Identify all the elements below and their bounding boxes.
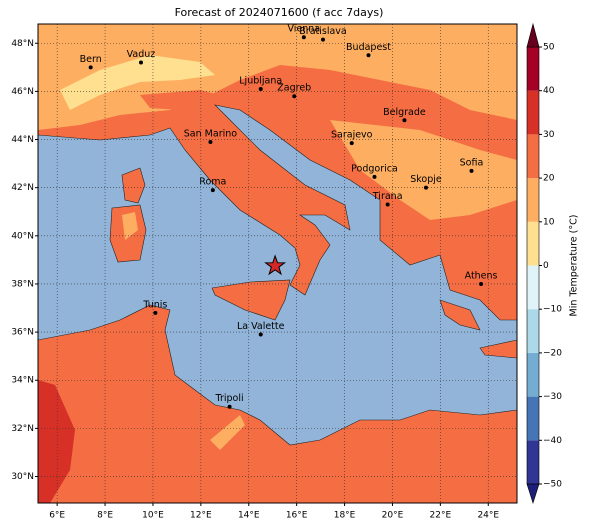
city-label: Vienna [288, 24, 321, 35]
colorbar-tick-label: −20 [543, 348, 562, 358]
colorbar-tick-label: 20 [543, 174, 555, 184]
x-tick-label: 16°E [286, 511, 308, 521]
city-label: Bern [80, 54, 102, 65]
colorbar-band [527, 221, 539, 266]
city-label: Tirana [372, 191, 403, 202]
sea [38, 104, 517, 446]
city-dot [366, 53, 371, 58]
corsica [121, 167, 146, 204]
x-tick-label: 18°E [334, 511, 356, 521]
y-tick-label: 46°N [11, 87, 34, 97]
land-patch [122, 212, 138, 240]
city-dot [153, 310, 158, 315]
colorbar-band [527, 309, 539, 353]
city-label: Athens [465, 270, 498, 281]
peloponnese [439, 299, 481, 331]
y-tick-label: 38°N [11, 279, 34, 289]
colorbar-tick-label: −10 [543, 305, 562, 315]
star-marker [264, 254, 287, 276]
city-label: Podgorica [351, 163, 398, 174]
city-dot [372, 174, 377, 179]
colorbar-tick-label: 10 [543, 217, 555, 227]
y-tick-label: 32°N [11, 424, 34, 434]
x-tick-label: 22°E [430, 511, 452, 521]
colorbar-over [526, 22, 540, 48]
city-label: Sarajevo [331, 130, 373, 141]
x-tick-label: 12°E [190, 511, 212, 521]
city-dot [138, 60, 143, 65]
colorbar-tick-label: 30 [543, 130, 555, 140]
y-tick-label: 34°N [11, 376, 34, 386]
city-label: La Valette [237, 321, 285, 332]
x-tick-label: 24°E [477, 511, 499, 521]
city-label: Bratislava [299, 26, 346, 37]
colorbar-band [527, 440, 539, 484]
city-label: Belgrade [383, 107, 426, 118]
colorbar-under [526, 483, 540, 504]
y-tick-label: 36°N [11, 328, 34, 338]
city-dot [349, 141, 354, 146]
colorbar-band [527, 178, 539, 222]
y-tick-label: 30°N [11, 472, 34, 482]
colorbar-tick-label: 50 [543, 43, 555, 53]
colorbar-band [527, 134, 539, 179]
city-label: Roma [199, 177, 226, 188]
x-tick-label: 8°E [97, 511, 113, 521]
city-dot [258, 86, 263, 91]
city-dot [402, 118, 407, 123]
city-label: Tripoli [215, 393, 244, 404]
colorbar-tick-label: 40 [543, 86, 555, 96]
alps-patch [60, 55, 215, 110]
city-dot [385, 202, 390, 207]
city-dot [423, 185, 428, 190]
x-tick-label: 20°E [382, 511, 404, 521]
colorbar-tick-label: 0 [543, 261, 549, 271]
x-tick-label: 6°E [49, 511, 65, 521]
y-tick-label: 42°N [11, 183, 34, 193]
colorbar-band [527, 396, 539, 441]
colorbar-tick-label: −40 [543, 436, 562, 446]
city-dot [227, 404, 232, 409]
y-tick-label: 40°N [11, 231, 34, 241]
city-label: Tunis [142, 299, 167, 310]
city-dot [479, 281, 484, 286]
city-label: Sofia [460, 157, 484, 168]
colorbar-tick-label: −50 [543, 480, 562, 490]
x-tick-label: 10°E [142, 511, 164, 521]
city-dot [208, 139, 213, 144]
land-patch [210, 415, 245, 450]
colorbar-band [527, 265, 539, 310]
city-dot [292, 94, 297, 99]
city-label: Vaduz [127, 49, 156, 60]
city-label: San Marino [184, 128, 237, 139]
map-title: Forecast of 2024071600 (f acc 7days) [175, 6, 384, 19]
crete [479, 339, 517, 359]
colorbar-label: Min Temperature (°C) [569, 215, 580, 317]
city-label: Zagreb [277, 83, 311, 94]
city-dot [88, 65, 93, 70]
city-dot [258, 332, 263, 337]
city-dot [210, 188, 215, 193]
city-dot [469, 168, 474, 173]
y-tick-label: 44°N [11, 135, 34, 145]
land-patch [330, 120, 517, 220]
city-dot [301, 35, 306, 40]
map-frame [37, 23, 518, 504]
colorbar-band [527, 352, 539, 397]
city-label: Skopje [410, 174, 442, 185]
sicily [211, 279, 291, 321]
city-label: Ljubljana [239, 75, 282, 86]
colorbar-band [527, 90, 539, 135]
y-tick-label: 48°N [11, 39, 34, 49]
land-patch [38, 380, 75, 503]
city-dot [321, 37, 326, 42]
x-tick-label: 14°E [238, 511, 260, 521]
city-label: Budapest [346, 42, 391, 53]
colorbar-band [527, 47, 539, 91]
colorbar-tick-label: −30 [543, 392, 562, 402]
